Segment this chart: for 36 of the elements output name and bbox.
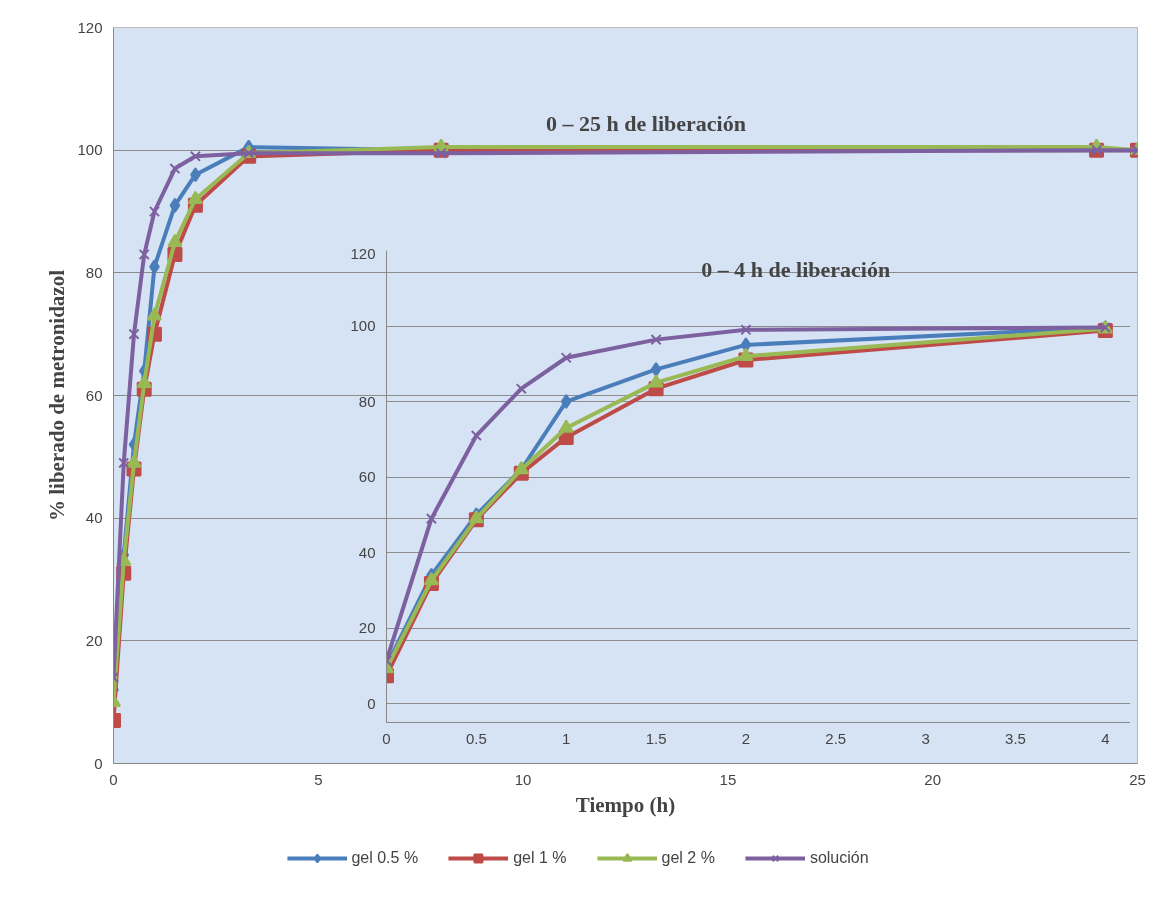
y-tick-label: 100 — [77, 141, 103, 159]
x-tick-label: 3 — [921, 729, 930, 747]
y-tick-label: 120 — [77, 18, 103, 36]
y-tick-label: 40 — [85, 509, 103, 527]
x-axis-title: Tiempo (h) — [575, 792, 676, 817]
legend-label: gel 0.5 % — [351, 849, 419, 867]
y-tick-label: 60 — [358, 468, 376, 486]
x-tick-label: 2 — [741, 729, 751, 747]
x-tick-label: 10 — [514, 770, 532, 788]
x-tick-label: 4 — [1101, 729, 1110, 747]
y-tick-label: 20 — [85, 631, 103, 649]
y-tick-label: 40 — [358, 543, 376, 561]
y-axis-title: % liberado de metronidazol — [45, 269, 70, 522]
y-tick-label: 60 — [85, 386, 103, 404]
y-tick-label: 100 — [350, 317, 376, 335]
legend-label: gel 1 % — [513, 849, 567, 867]
x-tick-label: 2.5 — [825, 729, 847, 747]
x-tick-label: 20 — [924, 770, 942, 788]
text: 0 – 25 h de liberación — [546, 110, 746, 136]
y-tick-label: 80 — [358, 392, 376, 410]
x-tick-label: 0.5 — [465, 729, 487, 747]
y-tick-label: 80 — [85, 263, 103, 281]
y-tick-label: 120 — [350, 244, 376, 262]
x-tick-label: 15 — [719, 770, 737, 788]
legend-label: gel 2 % — [661, 849, 715, 867]
y-tick-label: 20 — [358, 619, 376, 637]
x-tick-label: 5 — [314, 770, 323, 788]
x-tick-label: 0 — [382, 729, 391, 747]
x-tick-label: 25 — [1129, 770, 1146, 788]
x-tick-label: 0 — [109, 770, 118, 788]
x-tick-label: 1 — [562, 729, 571, 747]
y-tick-label: 0 — [367, 694, 376, 712]
x-tick-label: 3.5 — [1005, 729, 1026, 747]
legend-label: solución — [809, 849, 869, 867]
y-tick-label: 0 — [94, 754, 103, 772]
x-tick-label: 1.5 — [645, 729, 667, 747]
